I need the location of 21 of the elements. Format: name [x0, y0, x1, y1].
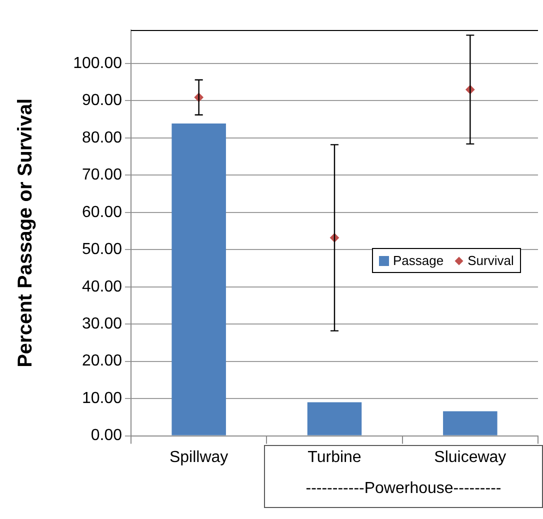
- y-tick-label: 90.00: [82, 92, 122, 110]
- text: -----------Powerhouse---------: [304, 480, 502, 498]
- bar: [443, 411, 498, 436]
- bar: [307, 402, 362, 436]
- y-tick-label: 60.00: [82, 204, 122, 221]
- y-tick-label: 100.00: [73, 54, 122, 72]
- y-tick-label: 50.00: [82, 241, 122, 258]
- legend-label: Passage: [393, 253, 444, 268]
- y-tick-label: 20.00: [82, 352, 122, 370]
- y-tick-label: 70.00: [82, 166, 122, 184]
- x-tick-label: Sluiceway: [434, 448, 506, 466]
- bar: [172, 123, 226, 436]
- y-tick-label: 80.00: [82, 129, 122, 146]
- y-tick-label: 30.00: [82, 316, 122, 333]
- y-tick-label: 10.00: [82, 390, 122, 407]
- y-tick-label: 40.00: [82, 278, 122, 296]
- legend-label: Survival: [468, 253, 514, 268]
- y-tick-label: 0.00: [90, 427, 122, 444]
- x-tick-label: Spillway: [169, 448, 228, 466]
- x-tick-label: Turbine: [308, 448, 362, 466]
- y-axis-title: Percent Passage or Survival: [14, 98, 37, 368]
